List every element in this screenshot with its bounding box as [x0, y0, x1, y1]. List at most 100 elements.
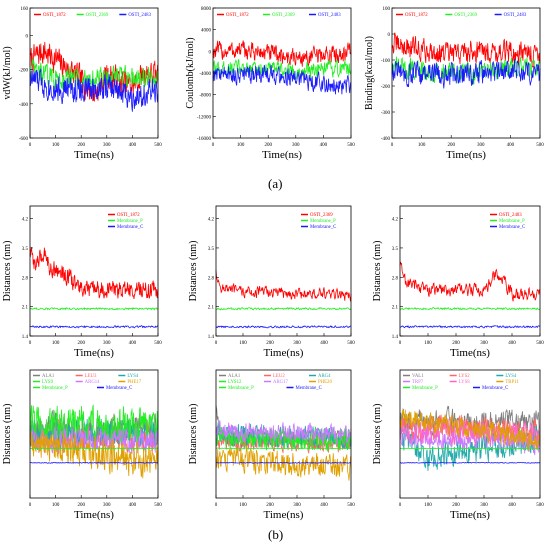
plot-frame — [399, 205, 541, 337]
series-osti-2483 — [399, 261, 541, 302]
x-tick-label: 100 — [239, 341, 247, 346]
y-axis-label: Distances (nm) — [188, 241, 199, 302]
legend-label: Membrane_C — [296, 386, 322, 391]
y-tick-label: 160 — [21, 7, 29, 12]
x-axis-label: Time(ns) — [74, 149, 114, 161]
series-membrane-p — [399, 307, 541, 311]
series-osti-1872 — [29, 247, 159, 300]
y-tick-label: -400 — [381, 137, 391, 142]
series-osti-2369 — [215, 269, 352, 302]
x-tick-label: 300 — [480, 341, 488, 346]
x-axis-label: Time(ns) — [264, 509, 304, 521]
y-tick-label: 4.2 — [208, 218, 215, 223]
series-osti-1872 — [391, 32, 541, 68]
series-membrane-p — [29, 447, 159, 450]
legend-label: OSTI_2369 — [454, 13, 477, 18]
legend-label: Membrane_C — [499, 225, 525, 230]
chart-a2: 0 100 200 300 400 500 -16000 -12000 -8000 -4000 0 4… — [185, 7, 355, 161]
legend-label: Membrane_C — [117, 225, 143, 230]
y-axis-label: Distances (nm) — [372, 241, 383, 302]
series-arg17 — [215, 420, 352, 446]
x-axis-label: Time(ns) — [74, 509, 114, 521]
legend-label: LYS2 — [459, 374, 471, 379]
chart-c1: 0 100 200 300 400 500 Time(ns) Distances (nm) AL… — [2, 369, 162, 521]
legend-label: LYS4 — [127, 374, 139, 379]
x-tick-label: 0 — [29, 341, 32, 346]
x-tick-label: 500 — [154, 341, 162, 346]
series-osti-2483 — [29, 68, 159, 112]
y-tick-label: 4.2 — [392, 218, 399, 223]
x-tick-label: 400 — [508, 503, 516, 508]
x-tick-label: 400 — [320, 341, 328, 346]
chart-b2: 0 100 200 300 400 500 1.4 2.1 2.8 3.5 4.2 Time(ns) D… — [188, 205, 355, 359]
legend-label: LYS9 — [42, 380, 54, 385]
x-tick-label: 300 — [103, 503, 111, 508]
series-lys9 — [29, 404, 159, 446]
x-tick-label: 500 — [154, 143, 162, 148]
x-tick-label: 0 — [399, 341, 402, 346]
legend-label: LEU2 — [273, 374, 285, 379]
chart-a1: 0 100 200 300 400 500 -600 -400 -200 0 160 Time(ns)… — [2, 7, 162, 161]
x-axis-label: Time(ns) — [446, 149, 486, 161]
x-tick-label: 0 — [212, 143, 215, 148]
series-osti-2483 — [212, 64, 352, 95]
x-tick-label: 200 — [452, 503, 460, 508]
x-tick-label: 400 — [320, 503, 328, 508]
x-axis-label: Time(ns) — [450, 347, 490, 359]
x-tick-label: 300 — [477, 143, 485, 148]
legend-label: ALA1 — [228, 374, 241, 379]
x-tick-label: 200 — [77, 143, 85, 148]
legend-label: OSTI_2483 — [504, 13, 527, 18]
x-tick-label: 200 — [266, 503, 274, 508]
y-tick-label: -200 — [381, 85, 391, 90]
x-tick-label: 300 — [103, 341, 111, 346]
x-tick-label: 200 — [264, 143, 272, 148]
x-tick-label: 100 — [424, 341, 432, 346]
x-tick-label: 200 — [77, 341, 85, 346]
x-tick-label: 500 — [536, 143, 544, 148]
y-tick-label: 3.5 — [392, 247, 399, 252]
x-tick-label: 0 — [29, 143, 32, 148]
x-tick-label: 400 — [129, 341, 137, 346]
legend-label: PHE17 — [127, 380, 141, 385]
series-membrane-p — [29, 307, 159, 311]
y-tick-label: -300 — [381, 111, 391, 116]
chart-c3: 0 100 200 300 400 500 Time(ns) Distances (nm) VA… — [372, 369, 544, 521]
legend-label: Membrane_C — [106, 386, 132, 391]
y-tick-label: -600 — [19, 137, 29, 142]
y-tick-label: 2.1 — [392, 306, 399, 311]
series-membrane-c — [29, 461, 159, 464]
y-tick-label: 8000 — [201, 7, 212, 12]
series-membrane-c — [399, 325, 541, 329]
series-membrane-c — [29, 325, 159, 329]
x-tick-label: 100 — [52, 143, 60, 148]
y-axis-label: vdW(kJ/mol) — [2, 46, 13, 99]
legend-label: Membrane_C — [482, 386, 508, 391]
x-tick-label: 200 — [266, 341, 274, 346]
y-axis-label: Binding(kcal/mol) — [364, 36, 375, 110]
y-tick-label: -100 — [381, 59, 391, 64]
y-tick-label: 4.2 — [22, 218, 29, 223]
x-tick-label: 500 — [347, 503, 355, 508]
series-membrane-c — [215, 461, 352, 464]
x-axis-label: Time(ns) — [450, 509, 490, 521]
y-tick-label: -400 — [19, 103, 29, 108]
y-tick-label: -12000 — [197, 115, 212, 120]
y-tick-label: 3.5 — [22, 247, 29, 252]
x-tick-label: 500 — [347, 143, 355, 148]
x-axis-label: Time(ns) — [264, 347, 304, 359]
y-tick-label: 1.4 — [208, 335, 215, 340]
legend-label: ARG4 — [318, 374, 331, 379]
x-tick-label: 400 — [129, 503, 137, 508]
y-tick-label: 2.8 — [208, 276, 215, 281]
series-phe17 — [29, 430, 159, 479]
x-tick-label: 100 — [424, 503, 432, 508]
plot-frame — [399, 369, 541, 499]
legend-label: OSTI_2483 — [128, 13, 151, 18]
legend-label: OSTI_1872 — [43, 13, 66, 18]
x-tick-label: 500 — [536, 341, 544, 346]
x-tick-label: 0 — [215, 341, 218, 346]
x-tick-label: 300 — [480, 503, 488, 508]
y-axis-label: Distances (nm) — [2, 404, 13, 465]
legend-label: ARG17 — [273, 380, 289, 385]
